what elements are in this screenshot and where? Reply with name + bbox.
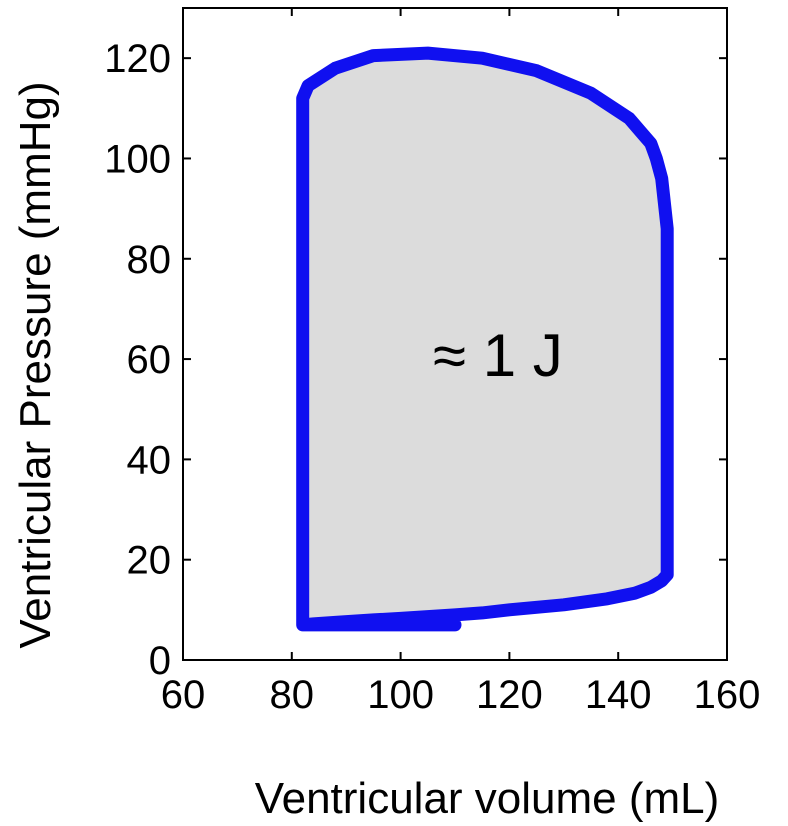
y-tick-label: 20 [127, 539, 172, 583]
x-tick-label: 80 [270, 673, 315, 717]
y-tick-label: 100 [104, 137, 171, 181]
x-tick-label: 160 [694, 673, 761, 717]
pv-loop-line [296, 46, 674, 632]
work-annotation: ≈ 1 J [433, 322, 563, 389]
x-tick-label: 100 [367, 673, 434, 717]
y-tick-label: 60 [127, 338, 172, 382]
x-axis-label: Ventricular volume (mL) [255, 774, 720, 823]
plot-frame [182, 7, 728, 661]
x-tick-label: 140 [585, 673, 652, 717]
x-tick-label: 120 [476, 673, 543, 717]
plot-area [296, 46, 674, 632]
x-tick-label: 60 [161, 673, 206, 717]
y-tick-label: 120 [104, 37, 171, 81]
y-tick-label: 0 [149, 639, 171, 683]
y-tick-label: 80 [127, 238, 172, 282]
axes: 60 80 100 120 140 160 0 20 40 60 80 100 120 [104, 7, 761, 717]
loop-area-fill [302, 53, 668, 625]
y-axis-label: Ventricular Pressure (mmHg) [11, 81, 60, 648]
y-tick-label: 40 [127, 438, 172, 482]
